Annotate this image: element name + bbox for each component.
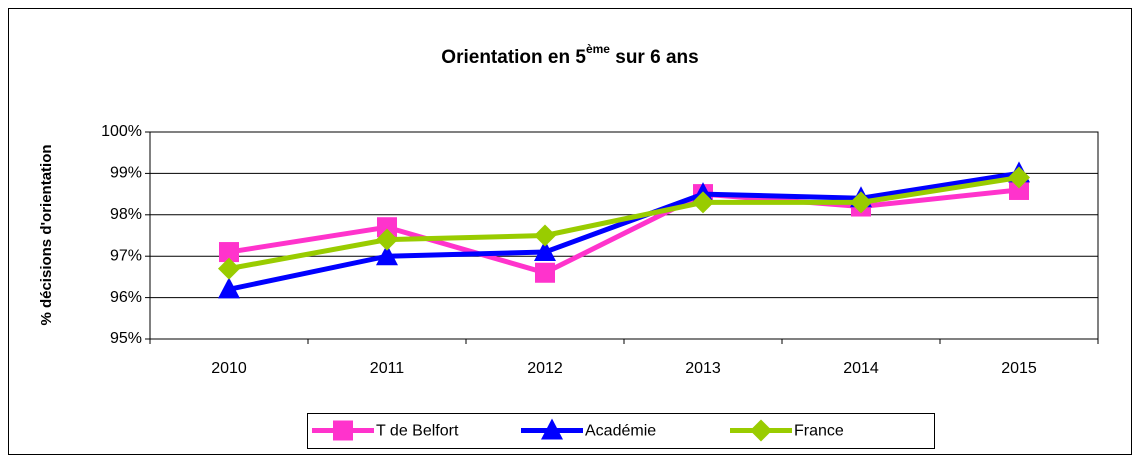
series-line	[228, 187, 1020, 276]
marker-square	[333, 420, 353, 441]
y-tick-label: 96%	[110, 289, 142, 306]
marker-square	[1009, 179, 1029, 200]
y-tick-label: 98%	[110, 206, 142, 223]
title-part: sur 6 ans	[610, 47, 699, 68]
x-tick-label: 2012	[527, 360, 563, 377]
legend-label: France	[794, 423, 844, 440]
chart-title: Orientation en 5ème sur 6 ans	[441, 42, 698, 68]
marker-diamond	[1008, 166, 1030, 189]
marker-triangle	[218, 277, 240, 299]
y-tick-label: 100%	[101, 123, 142, 140]
legend-box	[307, 413, 935, 449]
marker-diamond	[692, 191, 714, 214]
x-tick-label: 2011	[370, 360, 405, 377]
y-tick-label: 97%	[110, 247, 142, 264]
legend-label: T de Belfort	[376, 423, 459, 440]
x-tick-label: 2013	[685, 360, 721, 377]
y-tick-label: 95%	[110, 330, 142, 347]
y-axis-label: % décisions d'orientation	[38, 144, 55, 325]
title-part: Orientation en 5	[441, 47, 586, 68]
marker-triangle	[376, 244, 398, 266]
marker-square	[219, 242, 239, 263]
y-tick-label: 99%	[110, 165, 142, 182]
marker-triangle	[541, 418, 563, 440]
marker-diamond	[850, 191, 872, 214]
x-tick-label: 2010	[211, 360, 247, 377]
x-tick-label: 2015	[1001, 360, 1037, 377]
x-tick-label: 2014	[843, 360, 879, 377]
marker-diamond	[376, 228, 398, 251]
marker-square	[535, 262, 555, 283]
series-line	[228, 170, 1020, 292]
marker-diamond	[218, 257, 240, 280]
marker-diamond	[750, 419, 772, 442]
marker-square	[377, 217, 397, 238]
series-line	[228, 175, 1020, 272]
legend-label: Académie	[585, 423, 656, 440]
marker-triangle	[534, 240, 556, 262]
title-superscript: ème	[586, 42, 610, 56]
marker-diamond	[534, 224, 556, 247]
